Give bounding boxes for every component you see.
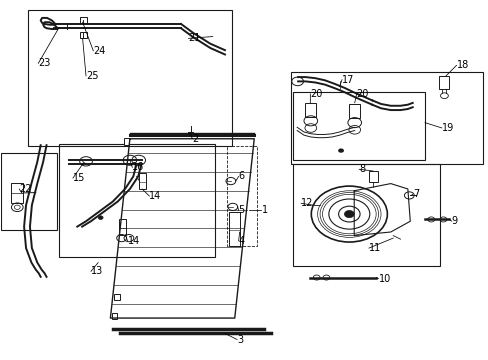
Text: 6: 6 (238, 171, 244, 181)
Bar (438, 76, 448, 89)
Text: 19: 19 (441, 123, 453, 133)
Text: 8: 8 (358, 164, 365, 174)
Bar (59, 144, 215, 257)
Text: 15: 15 (73, 173, 85, 183)
Text: 3: 3 (237, 334, 243, 345)
Bar (290, 72, 483, 164)
Text: 16: 16 (132, 162, 144, 172)
Text: 24: 24 (93, 46, 105, 56)
Text: 11: 11 (368, 243, 380, 253)
Text: 22: 22 (19, 184, 32, 194)
Text: 10: 10 (378, 274, 390, 284)
Text: 5: 5 (238, 206, 244, 216)
Text: 1: 1 (261, 206, 267, 216)
Text: 9: 9 (451, 216, 457, 226)
Bar (27, 10, 232, 146)
Bar (124, 138, 129, 145)
Bar (368, 171, 377, 182)
Text: 25: 25 (86, 71, 98, 81)
Text: 14: 14 (127, 236, 140, 246)
Bar (114, 294, 120, 300)
Bar (119, 220, 125, 234)
Text: 20: 20 (356, 89, 368, 99)
Text: 7: 7 (412, 189, 418, 199)
Bar (293, 164, 439, 266)
Bar (112, 313, 117, 319)
Bar (305, 103, 316, 117)
Bar (348, 104, 359, 118)
Text: 17: 17 (341, 75, 354, 85)
Text: 21: 21 (188, 33, 201, 43)
Text: 18: 18 (456, 60, 468, 70)
Bar (293, 92, 424, 160)
Circle shape (337, 148, 343, 153)
Circle shape (344, 211, 353, 218)
Text: 23: 23 (38, 58, 51, 68)
Text: 2: 2 (192, 134, 198, 144)
Text: 12: 12 (301, 198, 313, 208)
Text: 14: 14 (149, 191, 162, 201)
Text: 13: 13 (91, 266, 103, 276)
Text: 4: 4 (238, 236, 244, 246)
Bar (228, 212, 239, 246)
Bar (0, 153, 57, 230)
Bar (80, 17, 86, 23)
Bar (139, 173, 145, 189)
Circle shape (98, 216, 103, 220)
Bar (11, 183, 23, 203)
Bar (80, 32, 86, 39)
Text: 20: 20 (310, 89, 322, 99)
